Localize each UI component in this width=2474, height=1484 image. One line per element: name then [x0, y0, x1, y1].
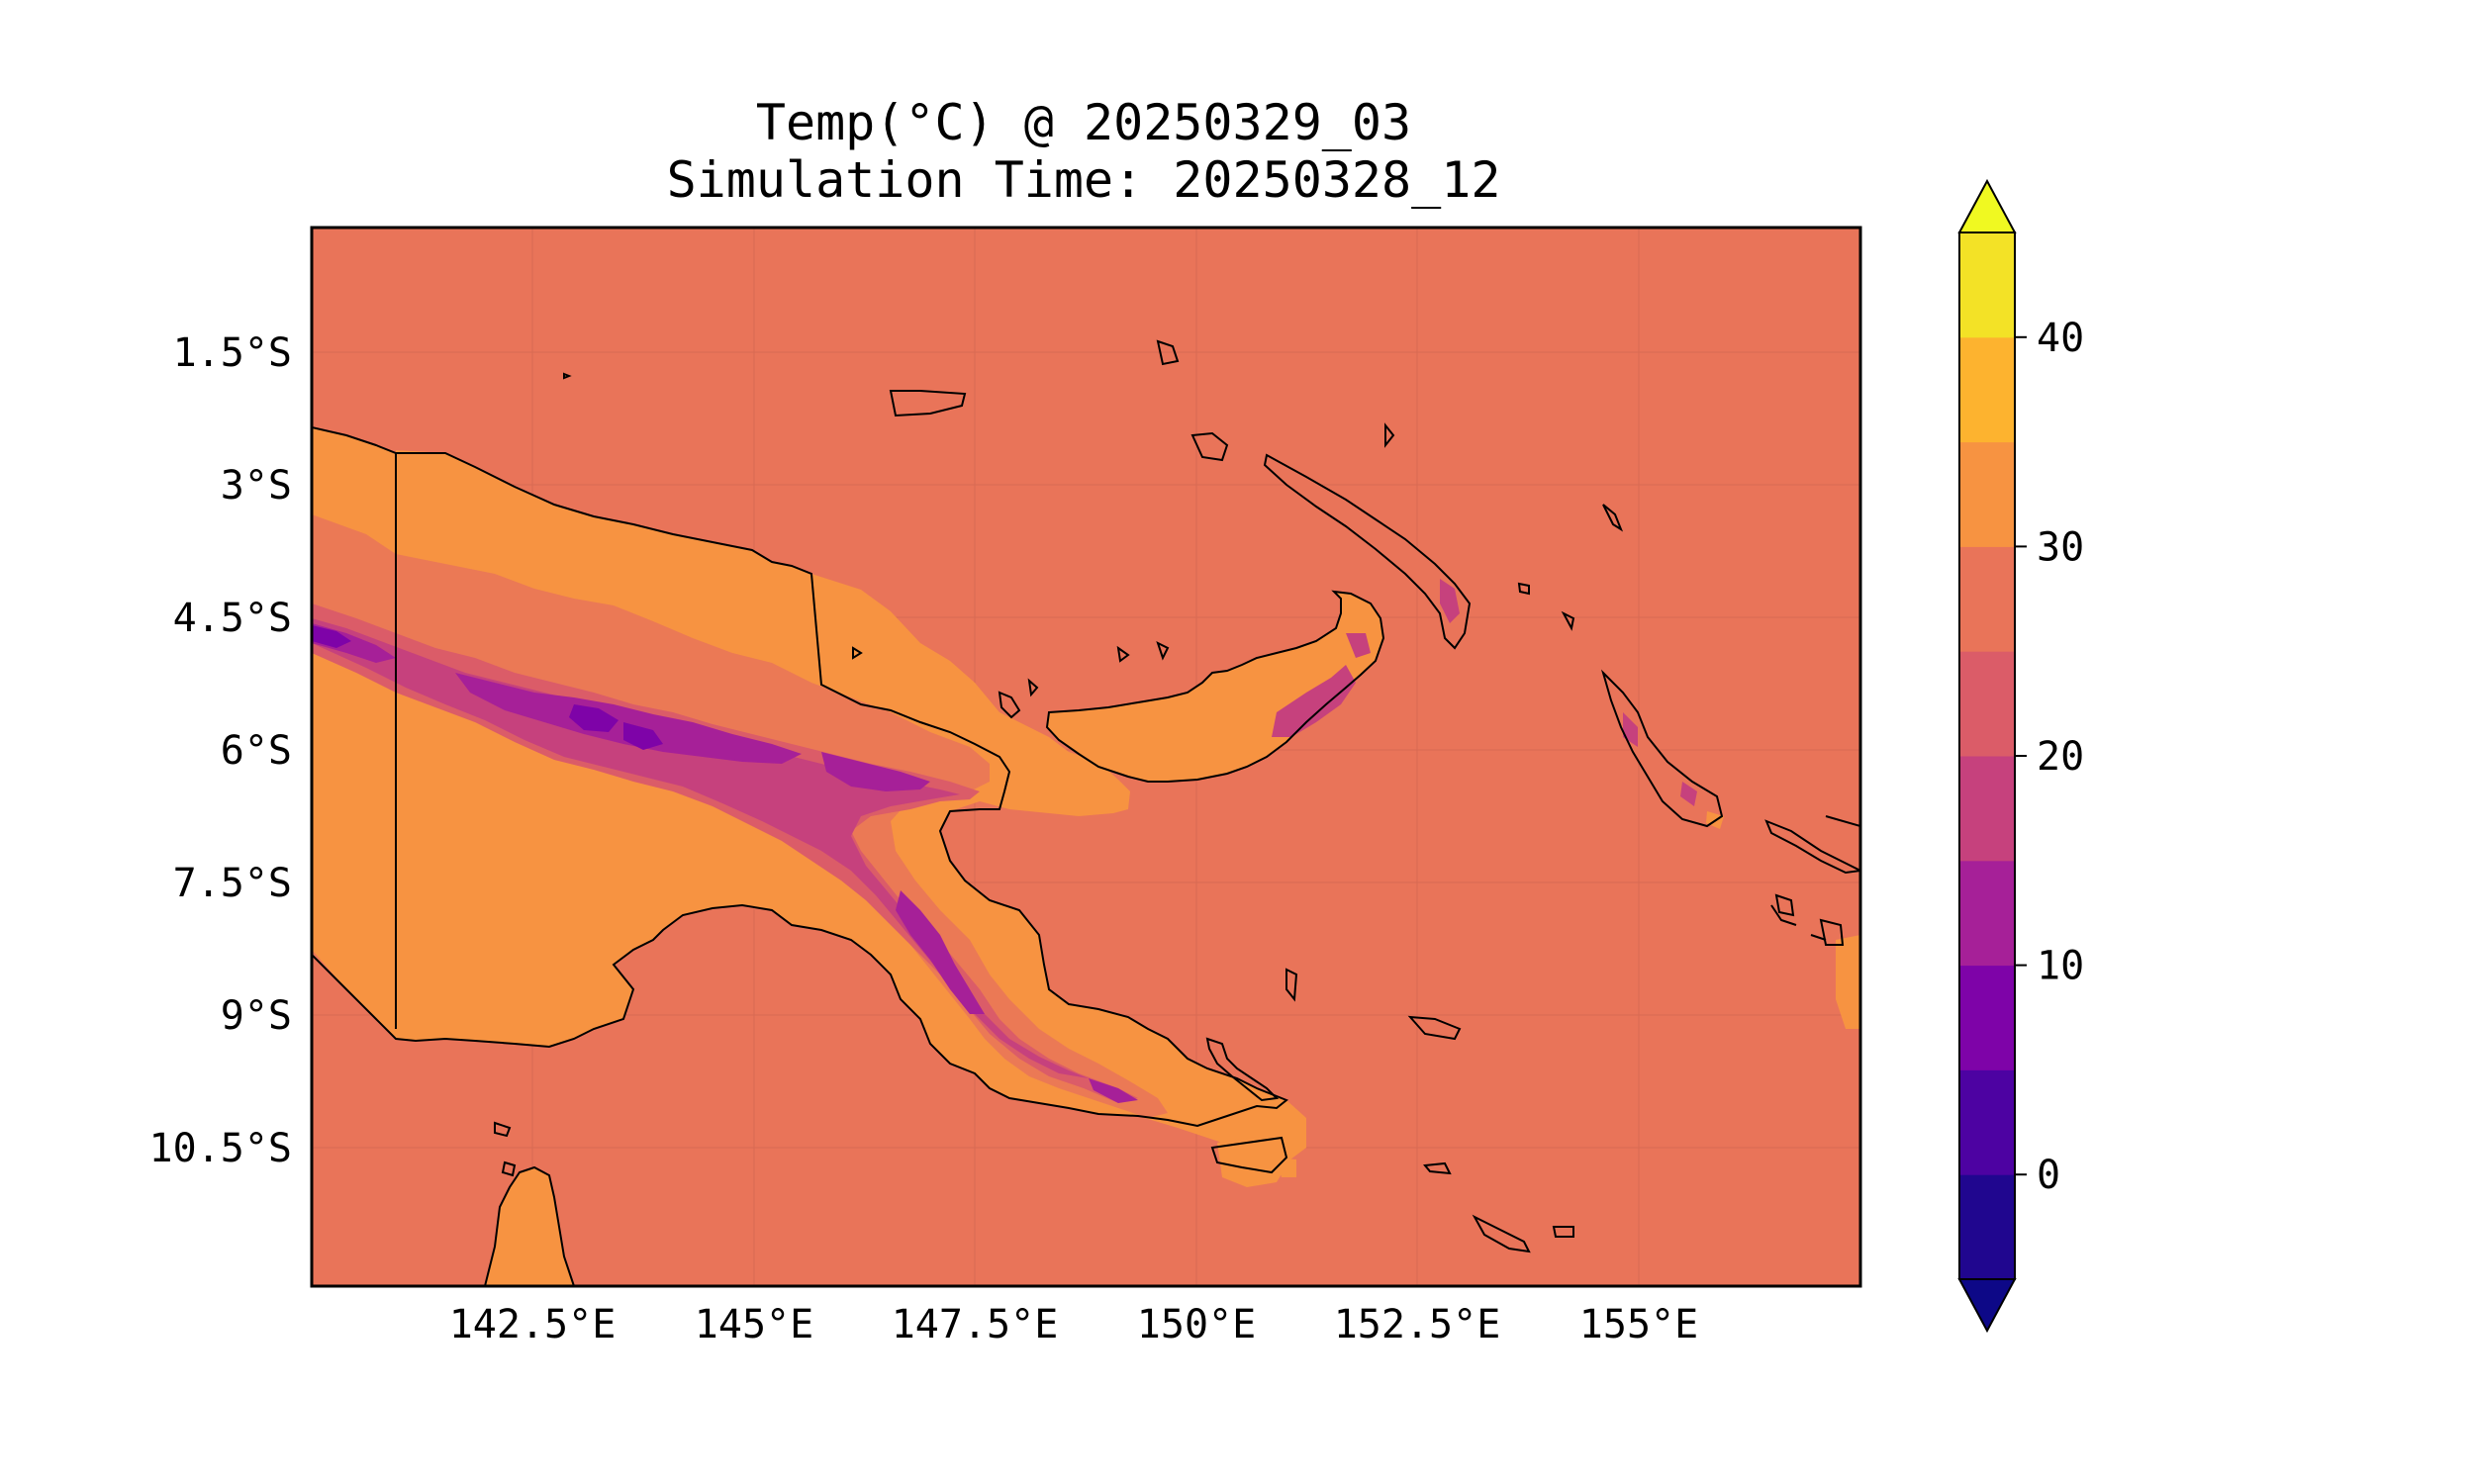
x-tick-label: 142.5°E	[449, 1302, 617, 1347]
y-tick-label: 4.5°S	[173, 596, 292, 641]
y-tick-label: 7.5°S	[173, 861, 292, 906]
colorbar-segment	[1959, 651, 2015, 757]
coastlines	[312, 339, 1860, 1286]
bougainville-band-20	[1623, 712, 1697, 806]
map-frame	[310, 226, 1862, 1288]
y-tick-label: 6°S	[221, 728, 292, 774]
x-tick-label: 145°E	[695, 1302, 813, 1347]
colorbar-segment	[1959, 860, 2015, 967]
cape-york-land-fill	[485, 1167, 574, 1286]
new-ireland-band-20	[1440, 579, 1460, 623]
colorbar-tick-label: 10	[2037, 944, 2084, 989]
colorbar-tick-label: 20	[2037, 734, 2084, 780]
colorbar-segment	[1959, 756, 2015, 862]
highlands-band-15	[312, 618, 1089, 1078]
x-tick-label: 150°E	[1137, 1302, 1256, 1347]
colorbar-segment	[1959, 1174, 2015, 1280]
new-britain-band-20	[1272, 633, 1371, 737]
map-title: Temp(°C) @ 20250329_03 Simulation Time: …	[307, 94, 1860, 209]
x-tick-label: 155°E	[1579, 1302, 1698, 1347]
colorbar-segment	[1959, 965, 2015, 1070]
solomon-land-fill	[1836, 935, 1860, 1029]
colorbar-segment	[1959, 232, 2015, 338]
title-variable-line: Temp(°C) @ 20250329_03	[755, 94, 1412, 151]
colorbar-segment	[1959, 336, 2015, 443]
x-tick-label: 147.5°E	[892, 1302, 1059, 1347]
new-britain-land-fill	[1047, 592, 1383, 782]
colorbar-segment	[1959, 441, 2015, 547]
colorbar-extend-min	[1957, 1278, 2017, 1334]
x-tick-label: 152.5°E	[1334, 1302, 1501, 1347]
bougainville-land-fill	[1603, 673, 1722, 826]
new-ireland-land-fill	[1265, 455, 1470, 648]
y-tick-label: 1.5°S	[173, 330, 292, 376]
y-tick-label: 9°S	[221, 993, 292, 1039]
colorbar-tick-label: 40	[2037, 316, 2084, 361]
southeast-islands-fill	[1217, 1136, 1296, 1187]
colorbar: 40 30 20 10 0	[1957, 178, 2084, 1334]
y-tick-label: 3°S	[221, 463, 292, 509]
y-tick-label: 10.5°S	[149, 1126, 293, 1171]
colorbar-tick-label: 0	[2037, 1153, 2060, 1198]
map-content	[312, 228, 1860, 1286]
colorbar-segment	[1959, 546, 2015, 652]
highlands-band-5	[312, 625, 663, 750]
colorbar-tick-label: 30	[2037, 524, 2084, 570]
colorbar-extend-max	[1957, 178, 2017, 233]
title-simulation-line: Simulation Time: 20250328_12	[666, 151, 1501, 209]
y-axis-ticks: 1.5°S 3°S 4.5°S 6°S 7.5°S 9°S 10.5°S	[149, 330, 293, 1171]
x-axis-ticks: 142.5°E 145°E 147.5°E 150°E 152.5°E 155°…	[449, 1302, 1699, 1347]
colorbar-segment	[1959, 1069, 2015, 1175]
